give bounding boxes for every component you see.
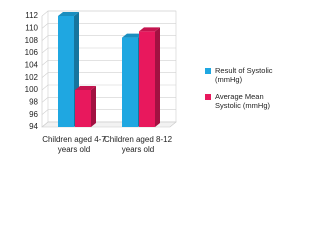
bar-top [75,86,96,90]
legend-label: Result of Systolic (mmHg) [215,66,273,84]
grid-side [41,121,49,128]
y-tick-label: 96 [29,110,38,119]
grid-side [41,84,49,91]
grid-side [41,60,49,66]
bar-side [155,27,160,128]
bar-top [58,12,79,16]
y-tick-label: 94 [29,122,38,131]
bar [75,90,91,127]
bar-top [122,33,143,38]
grid-side [41,47,49,54]
grid-side [41,23,49,29]
grid-side [41,72,49,78]
y-tick-label: 106 [25,48,39,57]
y-tick-label: 102 [25,73,39,82]
y-tick-label: 112 [25,11,38,20]
grid-side [41,97,49,103]
y-tick-label: 104 [25,60,39,69]
grid-side [41,35,49,41]
y-tick-label: 100 [25,85,39,94]
bar-top [139,27,160,32]
plot: 94 96 98 100 102 104 106 108 110 112 [25,10,211,131]
bar [58,16,74,127]
legend-label: Average Mean Systolic (mmHg) [215,92,271,110]
bar [139,31,155,128]
legend-swatch [205,94,211,100]
grid-side [41,109,49,115]
y-tick-label: 98 [29,97,38,106]
bar [122,37,138,128]
bar-side [91,86,96,127]
chart: 94 96 98 100 102 104 106 108 110 112 Children age… [25,10,273,154]
x-tick-label: Children aged 8-12 years old [103,135,173,154]
y-tick-label: 110 [25,23,38,32]
legend-swatch [205,68,211,74]
grid-side [41,10,49,17]
y-tick-label: 108 [25,36,39,45]
x-tick-label: Children aged 4-7 years old [42,135,106,154]
